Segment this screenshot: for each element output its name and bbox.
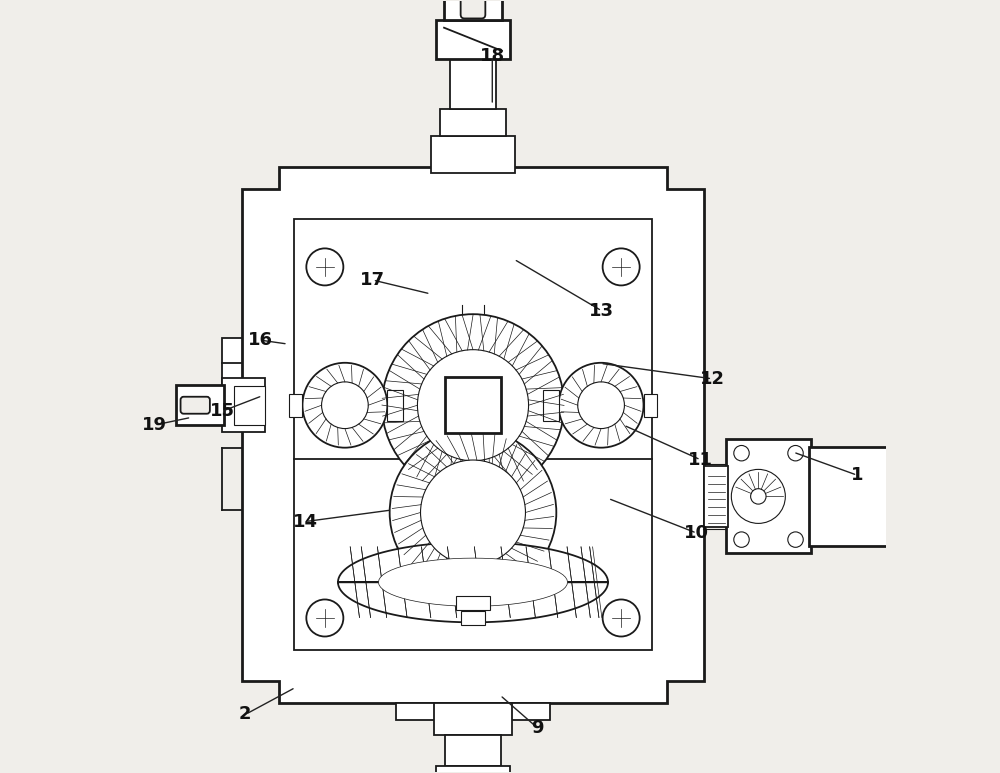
Bar bbox=[461, 611, 485, 625]
Text: 18: 18 bbox=[480, 47, 505, 65]
Bar bbox=[543, 390, 559, 421]
Text: 11: 11 bbox=[688, 451, 713, 468]
Bar bbox=[450, 51, 496, 109]
Bar bbox=[396, 703, 550, 720]
Text: 16: 16 bbox=[248, 331, 273, 349]
Bar bbox=[294, 219, 652, 650]
Polygon shape bbox=[378, 558, 568, 606]
Bar bbox=[176, 385, 224, 425]
Bar bbox=[440, 109, 506, 136]
Bar bbox=[436, 20, 510, 59]
Bar bbox=[704, 465, 728, 527]
Text: 2: 2 bbox=[239, 706, 252, 724]
Bar bbox=[222, 378, 265, 432]
Bar bbox=[445, 735, 501, 766]
Circle shape bbox=[734, 532, 749, 547]
Text: 14: 14 bbox=[293, 512, 318, 530]
FancyBboxPatch shape bbox=[181, 397, 210, 414]
Bar bbox=[726, 439, 811, 553]
FancyBboxPatch shape bbox=[889, 451, 934, 542]
Text: 1: 1 bbox=[851, 466, 864, 484]
Text: 15: 15 bbox=[210, 402, 235, 421]
Circle shape bbox=[302, 363, 387, 448]
Bar bbox=[436, 766, 510, 773]
Text: 10: 10 bbox=[684, 524, 709, 542]
Circle shape bbox=[731, 469, 785, 523]
Circle shape bbox=[322, 382, 368, 428]
Bar bbox=[809, 447, 900, 546]
Text: 9: 9 bbox=[531, 719, 543, 737]
Bar bbox=[445, 377, 501, 433]
Circle shape bbox=[306, 248, 343, 285]
Bar bbox=[289, 393, 302, 417]
Text: 12: 12 bbox=[700, 369, 725, 388]
Circle shape bbox=[417, 349, 529, 461]
Text: 19: 19 bbox=[142, 416, 167, 434]
Circle shape bbox=[306, 600, 343, 636]
Circle shape bbox=[603, 248, 640, 285]
Bar bbox=[444, 0, 502, 20]
Circle shape bbox=[578, 382, 624, 428]
Polygon shape bbox=[242, 167, 704, 703]
Text: 17: 17 bbox=[360, 271, 385, 289]
Circle shape bbox=[390, 429, 556, 596]
Circle shape bbox=[421, 460, 525, 565]
Polygon shape bbox=[338, 542, 608, 622]
FancyBboxPatch shape bbox=[461, 0, 485, 19]
Circle shape bbox=[788, 532, 803, 547]
Polygon shape bbox=[222, 339, 242, 403]
Bar bbox=[434, 703, 512, 735]
Circle shape bbox=[559, 363, 644, 448]
Bar bbox=[387, 390, 403, 421]
Circle shape bbox=[751, 489, 766, 504]
Text: 13: 13 bbox=[589, 302, 614, 320]
Circle shape bbox=[734, 445, 749, 461]
Bar bbox=[456, 596, 490, 610]
Circle shape bbox=[788, 445, 803, 461]
Circle shape bbox=[382, 314, 564, 496]
Circle shape bbox=[603, 600, 640, 636]
Bar bbox=[644, 393, 657, 417]
Bar bbox=[431, 136, 515, 172]
Bar bbox=[234, 386, 265, 424]
